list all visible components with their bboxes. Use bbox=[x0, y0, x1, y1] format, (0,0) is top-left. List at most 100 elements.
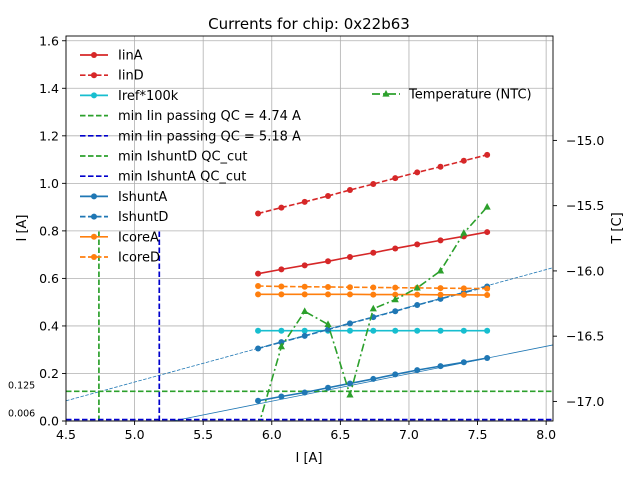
legend-entry-label: min Iin passing QC = 5.18 A bbox=[118, 129, 301, 144]
grid-lines bbox=[65, 36, 553, 422]
point-temperature-1 bbox=[277, 342, 285, 350]
y-tick-label: 0.0 bbox=[39, 414, 59, 429]
chart-title: Currents for chip: 0x22b63 bbox=[208, 15, 410, 33]
x-tick-label: 7.5 bbox=[468, 427, 488, 442]
point-iref-100k-1 bbox=[278, 327, 285, 334]
point-icorea-9 bbox=[460, 291, 467, 298]
point-iina-5 bbox=[370, 249, 377, 256]
legend-entry-label: min IshuntD QC_cut bbox=[118, 150, 248, 165]
x-tick-label: 6.5 bbox=[330, 427, 350, 442]
point-temperature-7 bbox=[413, 283, 421, 291]
legend-temperature: Temperature (NTC) bbox=[372, 88, 532, 103]
point-iina-3 bbox=[325, 258, 332, 265]
y2-tick-label: −15.0 bbox=[566, 133, 604, 148]
x-tick-label: 6.0 bbox=[262, 427, 282, 442]
point-ishuntd-0 bbox=[255, 345, 262, 352]
point-ishuntd-4 bbox=[346, 320, 353, 327]
y-tick-label: 0.8 bbox=[39, 223, 59, 238]
point-ishunta-2 bbox=[301, 389, 308, 396]
point-iind-3 bbox=[325, 192, 332, 199]
y2-tick-label: −16.5 bbox=[566, 329, 604, 344]
point-icored-6 bbox=[392, 284, 399, 291]
point-temperature-4 bbox=[346, 390, 354, 398]
legend-marker-0 bbox=[91, 52, 97, 58]
point-ishunta-9 bbox=[460, 359, 467, 366]
point-iref-100k-8 bbox=[437, 327, 444, 334]
x-axis-label: I [A] bbox=[295, 451, 322, 466]
legend-entry-label: IshuntA bbox=[118, 190, 167, 205]
point-ishunta-5 bbox=[370, 375, 377, 382]
point-temperature-3 bbox=[324, 320, 332, 328]
legend-entry-label: IinA bbox=[118, 49, 143, 64]
axes-frame bbox=[65, 35, 554, 422]
y-axis-label: I [A] bbox=[15, 214, 30, 241]
point-ishunta-7 bbox=[414, 367, 421, 374]
point-ishuntd-6 bbox=[392, 308, 399, 315]
legend-entry-label: IshuntD bbox=[118, 210, 168, 225]
point-icorea-7 bbox=[414, 291, 421, 298]
y-tick-label: 0.2 bbox=[39, 366, 59, 381]
point-icored-9 bbox=[460, 285, 467, 292]
axes: 4.5 5.0 5.5 6.0 6.5 7.0 7.5 8.0 0.0 0.2 0.4 0.6 0.8 1… bbox=[8, 33, 604, 442]
legend-marker-2 bbox=[91, 92, 97, 99]
point-iind-7 bbox=[414, 169, 421, 176]
annotation-label-0: 0.125 bbox=[8, 380, 35, 391]
point-temperature-5 bbox=[369, 304, 377, 312]
legend-marker-7 bbox=[91, 193, 97, 200]
point-iref-100k-2 bbox=[301, 327, 308, 334]
point-iina-7 bbox=[414, 241, 421, 248]
point-ishunta-1 bbox=[278, 393, 285, 400]
legend-marker-1 bbox=[91, 72, 97, 79]
point-icored-1 bbox=[278, 283, 285, 290]
point-ishunta-6 bbox=[392, 371, 399, 378]
point-icored-5 bbox=[370, 284, 377, 291]
point-iind-2 bbox=[301, 198, 308, 205]
point-temperature-8 bbox=[436, 266, 445, 274]
point-iind-9 bbox=[460, 157, 467, 164]
x-tick-label: 7.0 bbox=[399, 427, 419, 442]
annotation-label-1: 0.006 bbox=[8, 409, 35, 420]
point-temperature-2 bbox=[301, 307, 309, 314]
legend-entry-label: Iref*100k bbox=[118, 89, 179, 104]
point-temperature-6 bbox=[391, 295, 399, 303]
point-ishunta-10 bbox=[484, 355, 491, 362]
point-icored-2 bbox=[301, 283, 308, 290]
point-icorea-0 bbox=[255, 291, 262, 298]
point-ishuntd-7 bbox=[414, 302, 421, 309]
point-iind-6 bbox=[392, 175, 399, 182]
point-iina-6 bbox=[392, 245, 399, 252]
point-icored-0 bbox=[255, 283, 262, 290]
point-iind-10 bbox=[484, 151, 491, 158]
point-iina-0 bbox=[255, 270, 262, 277]
point-iina-2 bbox=[301, 262, 308, 269]
point-icorea-8 bbox=[437, 291, 444, 298]
y-tick-label: 1.6 bbox=[39, 33, 59, 48]
legend-entry-label: IinD bbox=[118, 69, 144, 84]
point-iref-100k-0 bbox=[255, 327, 262, 334]
point-ishunta-3 bbox=[325, 384, 332, 391]
point-iind-8 bbox=[437, 163, 444, 170]
point-icorea-1 bbox=[278, 291, 285, 298]
y2-axis-label: T [C] bbox=[610, 212, 625, 244]
point-iina-10 bbox=[484, 229, 491, 236]
point-iind-1 bbox=[278, 204, 285, 211]
point-temperature-10 bbox=[483, 202, 491, 210]
legend-marker-8 bbox=[91, 213, 97, 220]
point-iref-100k-10 bbox=[484, 327, 491, 334]
point-icorea-6 bbox=[392, 291, 399, 298]
y-tick-label: 0.4 bbox=[39, 318, 59, 333]
point-iind-5 bbox=[370, 181, 377, 188]
point-temperature-9 bbox=[460, 229, 468, 236]
point-iina-8 bbox=[437, 237, 444, 244]
point-icored-10 bbox=[484, 285, 491, 292]
legend-entry-label: min IshuntA QC_cut bbox=[118, 170, 246, 185]
point-ishunta-8 bbox=[437, 363, 444, 370]
plot-area bbox=[66, 151, 553, 421]
point-ishunta-4 bbox=[346, 380, 353, 387]
point-icored-3 bbox=[325, 283, 332, 290]
point-icorea-2 bbox=[301, 291, 308, 298]
y-tick-label: 0.6 bbox=[39, 271, 59, 286]
point-iref-100k-7 bbox=[414, 327, 421, 334]
legend-marker-10 bbox=[91, 254, 97, 260]
